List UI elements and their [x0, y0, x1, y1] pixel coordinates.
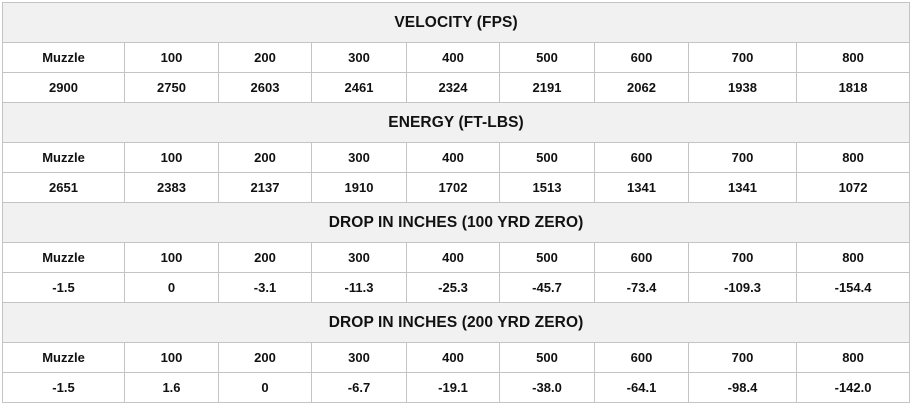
- range-cell: Muzzle: [2, 142, 125, 173]
- range-cell: 500: [499, 42, 595, 73]
- range-cell: 300: [311, 42, 407, 73]
- section-title-row-energy: ENERGY (FT-LBS): [1, 102, 911, 143]
- value-cell: 1818: [795, 72, 911, 103]
- value-cell: 1072: [795, 172, 911, 203]
- value-cell: 1341: [688, 172, 797, 203]
- range-cell: 500: [499, 342, 595, 373]
- value-cell: -98.4: [688, 372, 797, 403]
- value-cell: 2137: [218, 172, 312, 203]
- range-cell: 100: [124, 142, 219, 173]
- value-cell: 2651: [2, 172, 125, 203]
- value-cell: 1702: [406, 172, 500, 203]
- range-cell: 700: [688, 242, 797, 273]
- range-cell: Muzzle: [2, 342, 125, 373]
- value-cell: 2191: [499, 72, 595, 103]
- section-title-row-drop-100: DROP IN INCHES (100 YRD ZERO): [1, 202, 911, 243]
- range-cell: 100: [124, 242, 219, 273]
- value-cell: 2461: [311, 72, 407, 103]
- value-row-drop-200: -1.5 1.6 0 -6.7 -19.1 -38.0 -64.1 -98.4 …: [2, 372, 911, 403]
- value-cell: -38.0: [499, 372, 595, 403]
- value-cell: -64.1: [594, 372, 689, 403]
- value-cell: -19.1: [406, 372, 500, 403]
- value-cell: -109.3: [688, 272, 797, 303]
- range-cell: 700: [688, 342, 797, 373]
- section-title-drop-100: DROP IN INCHES (100 YRD ZERO): [1, 202, 911, 243]
- section-title-row-drop-200: DROP IN INCHES (200 YRD ZERO): [1, 302, 911, 343]
- range-cell: 800: [795, 242, 911, 273]
- value-cell: 1938: [688, 72, 797, 103]
- section-title-velocity: VELOCITY (FPS): [1, 2, 911, 43]
- value-cell: 1910: [311, 172, 407, 203]
- range-cell: 800: [795, 142, 911, 173]
- value-cell: -73.4: [594, 272, 689, 303]
- value-cell: 2900: [2, 72, 125, 103]
- range-cell: 600: [594, 42, 689, 73]
- range-row-drop-200: Muzzle 100 200 300 400 500 600 700 800: [2, 342, 911, 373]
- section-title-energy: ENERGY (FT-LBS): [1, 102, 911, 143]
- range-row-velocity: Muzzle 100 200 300 400 500 600 700 800: [2, 42, 911, 73]
- value-cell: 1.6: [124, 372, 219, 403]
- value-cell: -3.1: [218, 272, 312, 303]
- range-cell: Muzzle: [2, 242, 125, 273]
- section-title-drop-200: DROP IN INCHES (200 YRD ZERO): [1, 302, 911, 343]
- range-cell: 400: [406, 42, 500, 73]
- value-cell: -6.7: [311, 372, 407, 403]
- range-cell: 500: [499, 242, 595, 273]
- value-cell: -154.4: [795, 272, 911, 303]
- value-cell: 0: [218, 372, 312, 403]
- range-cell: 300: [311, 142, 407, 173]
- range-cell: 800: [795, 342, 911, 373]
- range-cell: 600: [594, 342, 689, 373]
- range-cell: 400: [406, 342, 500, 373]
- range-cell: 200: [218, 42, 312, 73]
- value-row-energy: 2651 2383 2137 1910 1702 1513 1341 1341 …: [2, 172, 911, 203]
- range-cell: 400: [406, 142, 500, 173]
- value-cell: 2603: [218, 72, 312, 103]
- value-cell: -11.3: [311, 272, 407, 303]
- value-row-drop-100: -1.5 0 -3.1 -11.3 -25.3 -45.7 -73.4 -109…: [2, 272, 911, 303]
- range-cell: 600: [594, 142, 689, 173]
- value-cell: 2383: [124, 172, 219, 203]
- value-cell: 2324: [406, 72, 500, 103]
- range-cell: 200: [218, 142, 312, 173]
- value-cell: 1513: [499, 172, 595, 203]
- range-row-drop-100: Muzzle 100 200 300 400 500 600 700 800: [2, 242, 911, 273]
- value-cell: 1341: [594, 172, 689, 203]
- value-cell: -1.5: [2, 372, 125, 403]
- value-cell: -25.3: [406, 272, 500, 303]
- range-cell: 100: [124, 342, 219, 373]
- range-cell: 700: [688, 142, 797, 173]
- range-cell: 300: [311, 242, 407, 273]
- range-cell: 300: [311, 342, 407, 373]
- range-cell: Muzzle: [2, 42, 125, 73]
- value-cell: -45.7: [499, 272, 595, 303]
- section-title-row-velocity: VELOCITY (FPS): [1, 2, 911, 43]
- range-row-energy: Muzzle 100 200 300 400 500 600 700 800: [2, 142, 911, 173]
- value-cell: 2062: [594, 72, 689, 103]
- range-cell: 800: [795, 42, 911, 73]
- range-cell: 500: [499, 142, 595, 173]
- value-cell: 0: [124, 272, 219, 303]
- range-cell: 400: [406, 242, 500, 273]
- value-row-velocity: 2900 2750 2603 2461 2324 2191 2062 1938 …: [2, 72, 911, 103]
- range-cell: 100: [124, 42, 219, 73]
- range-cell: 200: [218, 342, 312, 373]
- value-cell: -142.0: [795, 372, 911, 403]
- range-cell: 700: [688, 42, 797, 73]
- value-cell: -1.5: [2, 272, 125, 303]
- range-cell: 200: [218, 242, 312, 273]
- range-cell: 600: [594, 242, 689, 273]
- value-cell: 2750: [124, 72, 219, 103]
